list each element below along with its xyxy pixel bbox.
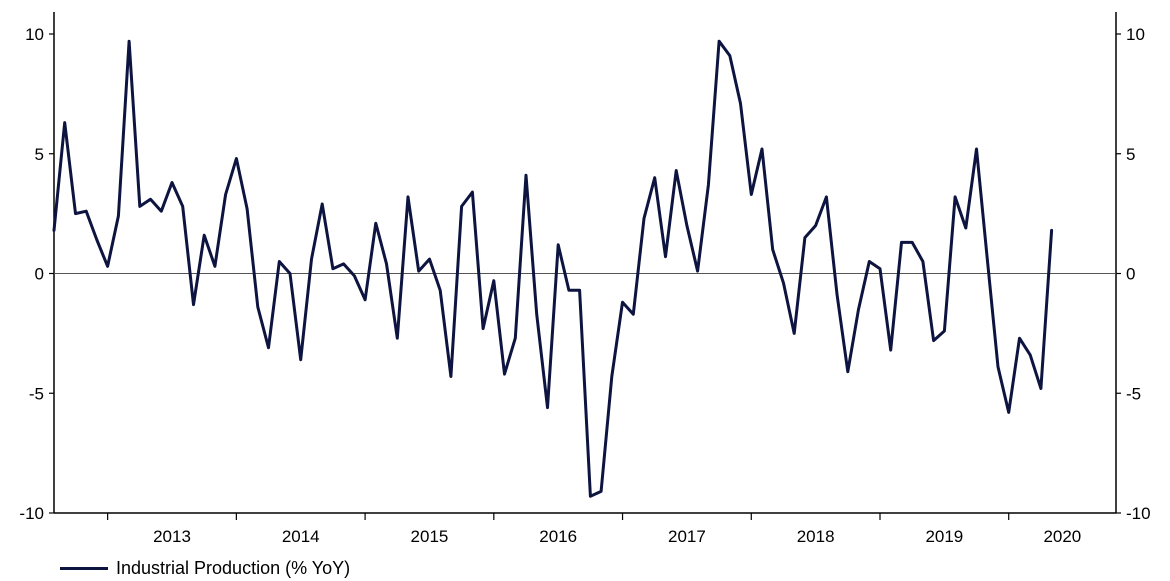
- line-chart: 10 5 0 -5 -10 10 5 0 -5 -10 2013 2014 2015 2016 2017…: [19, 12, 1151, 546]
- y-tick-label-left: 10: [25, 25, 44, 44]
- x-tick-label: 2019: [925, 527, 963, 546]
- series-line-industrial-production: [52, 39, 1054, 498]
- x-tick-label: 2015: [411, 527, 449, 546]
- y-tick-label-right: 10: [1126, 25, 1145, 44]
- y-tick-label-left: 0: [35, 265, 44, 284]
- y-axis-left: 10 5 0 -5 -10: [19, 12, 55, 523]
- legend-swatch-industrial-production: [60, 566, 108, 570]
- y-tick-label-right: 5: [1126, 145, 1135, 164]
- y-axis-right: 10 5 0 -5 -10: [1115, 12, 1151, 523]
- y-tick-label-left: 5: [35, 145, 44, 164]
- x-axis: 2013 2014 2015 2016 2017 2018 2019 2020: [54, 512, 1116, 546]
- y-tick-label-right: 0: [1126, 265, 1135, 284]
- y-tick-label-right: -10: [1126, 504, 1151, 523]
- y-tick-label-left: -10: [19, 504, 44, 523]
- x-tick-label: 2016: [539, 527, 577, 546]
- x-tick-label: 2014: [282, 527, 320, 546]
- series-layer: [52, 39, 1116, 498]
- x-tick-label: 2013: [153, 527, 191, 546]
- x-tick-label: 2017: [668, 527, 706, 546]
- x-tick-label: 2020: [1043, 527, 1081, 546]
- x-tick-label: 2018: [797, 527, 835, 546]
- legend-label-industrial-production: Industrial Production (% YoY): [116, 557, 351, 578]
- y-tick-label-right: -5: [1126, 384, 1141, 403]
- y-tick-label-left: -5: [29, 384, 44, 403]
- legend: Industrial Production (% YoY): [60, 556, 350, 580]
